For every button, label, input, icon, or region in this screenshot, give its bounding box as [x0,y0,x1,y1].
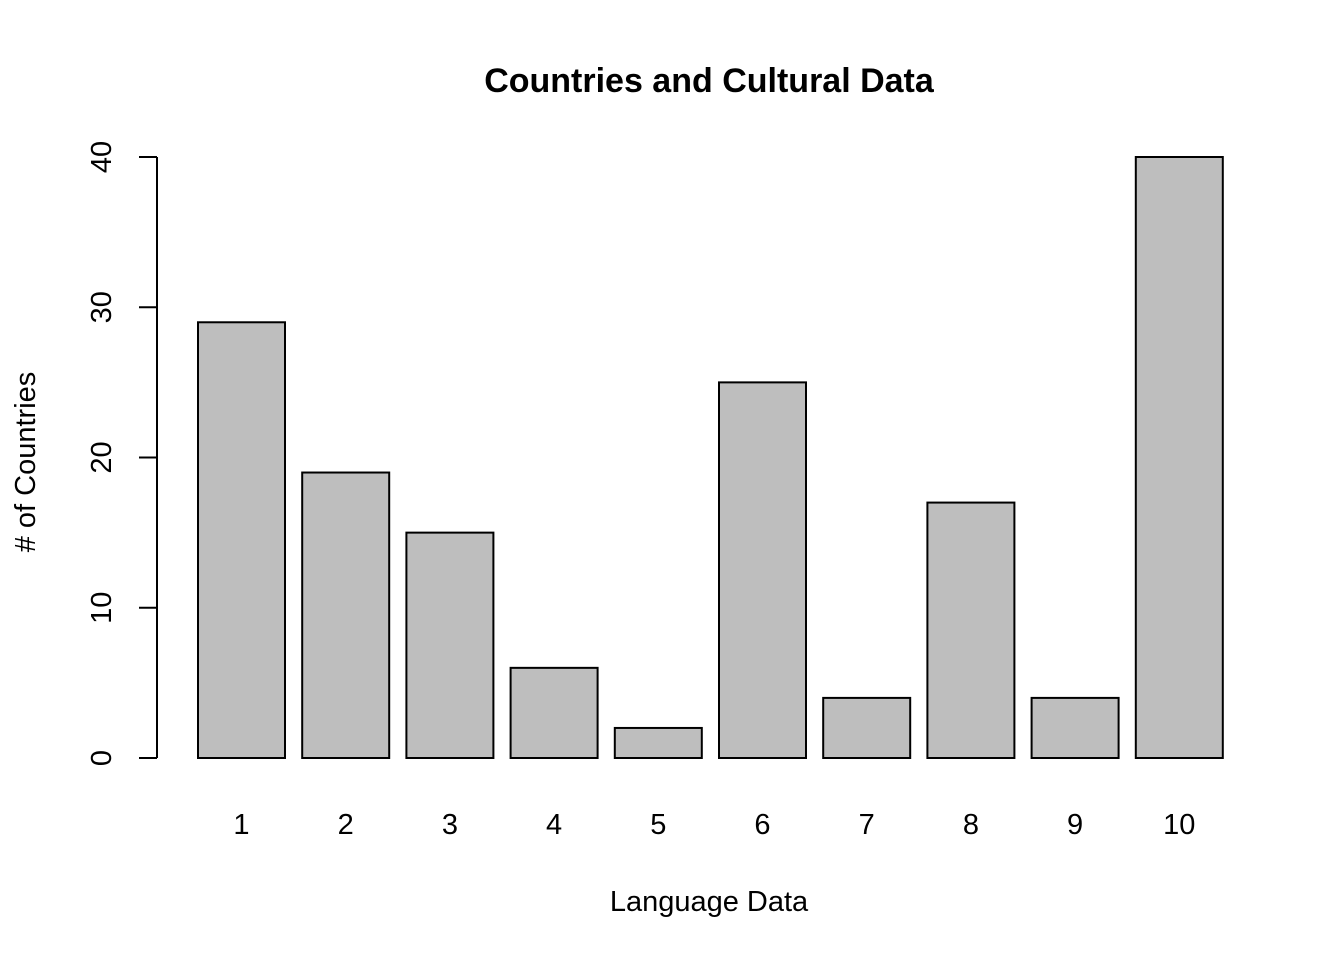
x-tick-label: 10 [1163,809,1195,841]
y-axis-label: # of Countries [10,372,42,553]
bar-6 [718,381,807,759]
bar-4 [509,666,599,759]
y-tick-label: 40 [86,141,118,173]
y-tick-label: 0 [86,750,118,766]
bar-3 [405,531,495,759]
bar-2 [301,471,391,759]
x-tick-label: 7 [859,809,875,841]
y-axis: 0 10 20 30 40 [86,141,158,766]
bar-5 [613,726,703,760]
x-tick-label: 6 [754,809,770,841]
x-tick-labels: 1 2 3 4 5 6 7 8 9 10 [233,809,1195,841]
bar-7 [822,696,912,760]
x-tick-label: 8 [963,809,979,841]
y-tick-label: 10 [86,592,118,624]
x-tick-label: 1 [233,809,249,841]
bar-1 [197,321,286,759]
y-tick-label: 20 [86,441,118,473]
bars [197,156,1224,760]
x-tick-label: 9 [1067,809,1083,841]
bar-8 [926,501,1016,760]
x-axis-label: Language Data [610,886,809,918]
y-tick-label: 30 [86,291,118,323]
bar-9 [1030,696,1120,760]
bar-10 [1134,156,1224,759]
x-tick-label: 3 [442,809,458,841]
x-tick-label: 5 [650,809,666,841]
x-tick-label: 4 [546,809,562,841]
chart-title: Countries and Cultural Data [484,62,935,100]
x-tick-label: 2 [338,809,354,841]
